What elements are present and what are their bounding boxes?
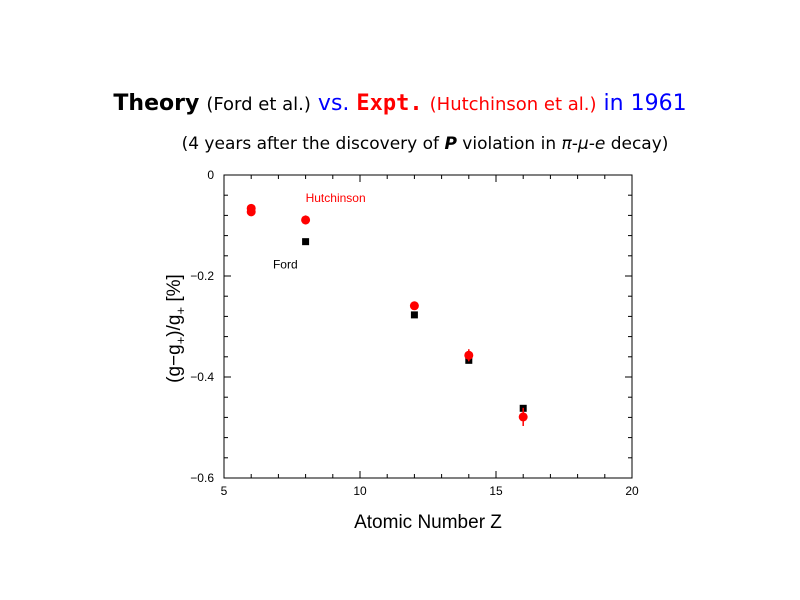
- title-theory: Theory: [113, 91, 200, 116]
- y-tick-label: −0.2: [190, 269, 214, 283]
- title-hutchinson-ref: (Hutchinson et al.): [429, 94, 597, 115]
- data-point-hutchinson: [246, 207, 256, 217]
- subtitle-mid: violation in: [456, 134, 562, 154]
- title-expt: Expt.: [356, 91, 423, 116]
- data-marks: [246, 203, 528, 426]
- subtitle-post: decay): [605, 134, 669, 154]
- data-point-hutchinson: [464, 350, 474, 360]
- subtitle-p: P: [444, 134, 457, 154]
- title-ford-ref: (Ford et al.): [206, 94, 311, 115]
- slide-subtitle: (4 years after the discovery of P violat…: [0, 134, 800, 154]
- y-tick-label: 0: [207, 168, 214, 182]
- slide-title: Theory (Ford et al.) vs. Expt. (Hutchins…: [0, 88, 800, 121]
- x-tick-label: 10: [353, 484, 367, 498]
- x-tick-label: 15: [489, 484, 503, 498]
- data-point-ford: [410, 311, 418, 319]
- data-point-ford: [302, 238, 310, 246]
- plot-frame: [223, 174, 633, 479]
- x-axis-label: Atomic Number Z: [354, 512, 502, 533]
- x-tick-label: 5: [221, 484, 228, 498]
- y-tick-label: −0.4: [190, 370, 214, 384]
- title-year: in 1961: [603, 91, 687, 116]
- y-axis-label: (g−g+)/g+ [%]: [164, 274, 188, 383]
- data-point-hutchinson: [409, 301, 419, 311]
- x-tick-label: 20: [625, 484, 639, 498]
- series-label-hutchinson: Hutchinson: [306, 191, 366, 205]
- title-vs: vs.: [317, 91, 350, 116]
- data-point-hutchinson: [301, 215, 311, 225]
- data-point-hutchinson: [518, 412, 528, 422]
- subtitle-decay: π-μ-e: [561, 134, 606, 154]
- subtitle-pre: (4 years after the discovery of: [181, 134, 445, 154]
- axis-tick-labels: 5 10 15 20 0 −0.2 −0.4 −0.6: [190, 168, 639, 498]
- y-tick-label: −0.6: [190, 471, 214, 485]
- series-label-ford: Ford: [273, 257, 298, 271]
- axis-ticks: [223, 174, 633, 479]
